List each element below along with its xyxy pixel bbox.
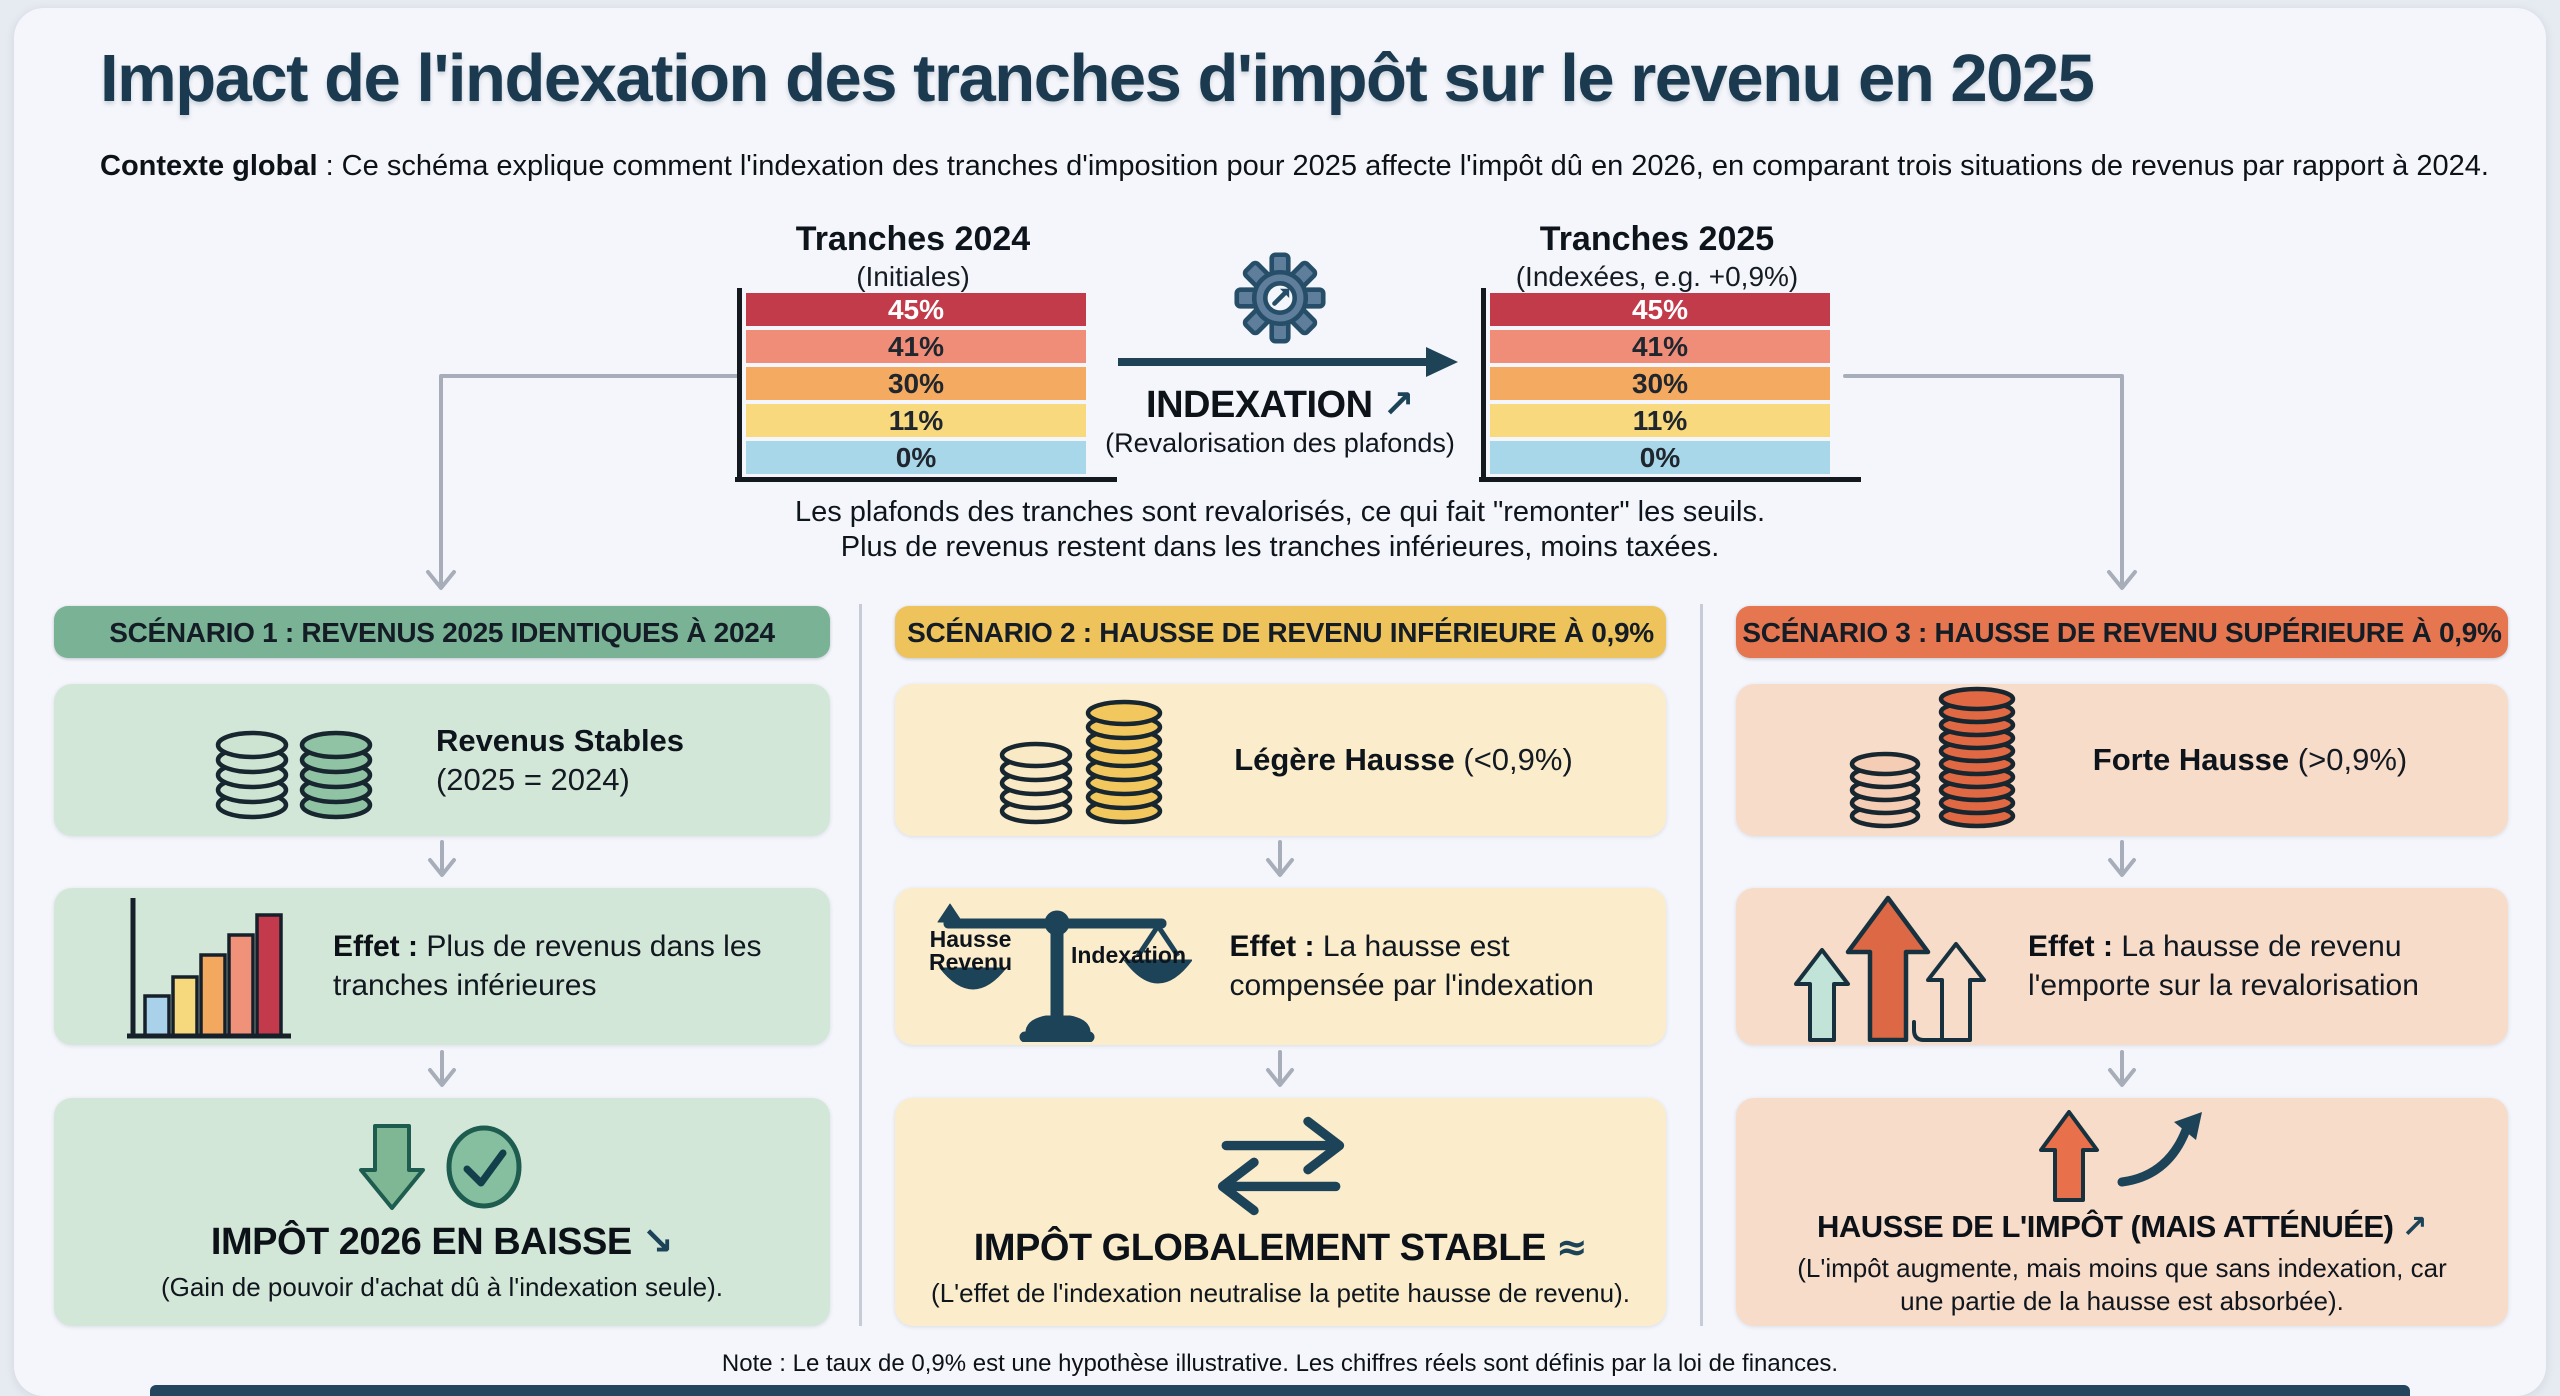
scenario-3-income-card: Forte Hausse (>0,9%) bbox=[1736, 684, 2508, 836]
tranche-rate: 45% bbox=[746, 293, 1086, 326]
scenario-1-result-note: (Gain de pouvoir d'achat dû à l'indexati… bbox=[160, 1272, 724, 1303]
tranche-rate: 30% bbox=[746, 367, 1086, 400]
slight-increase-coins-icon bbox=[999, 699, 1163, 825]
axis-y-2024 bbox=[737, 288, 742, 480]
scenario-1-income-text: Revenus Stables (2025 = 2024) bbox=[436, 723, 684, 798]
curved-arrow-icon bbox=[2117, 1112, 2202, 1187]
scenario-2-effect-text: Effet : La hausse est compensée par l'in… bbox=[1229, 930, 1594, 1002]
context-text: Contexte global : Ce schéma explique com… bbox=[100, 150, 2500, 183]
scenario-1-effect-text: Effet : Plus de revenus dans les tranche… bbox=[333, 930, 762, 1002]
scenario-2-result-title: IMPÔT GLOBALEMENT STABLE ≈ bbox=[973, 1225, 1588, 1270]
column-divider bbox=[859, 604, 862, 1326]
tranches-2025-chart: 45% 41% 30% 11% 0% bbox=[1490, 293, 1830, 478]
double-arrow-icon bbox=[1217, 1116, 1344, 1216]
scenario-1-result-icons bbox=[358, 1120, 526, 1212]
tranche-rate: 0% bbox=[746, 441, 1086, 474]
scale-left-label: Hausse Revenu bbox=[928, 925, 1013, 976]
tranche-rate: 30% bbox=[1490, 367, 1830, 400]
tranche-rate: 0% bbox=[1490, 441, 1830, 474]
scenario-2-header: SCÉNARIO 2 : HAUSSE DE REVENU INFÉRIEURE… bbox=[895, 606, 1666, 658]
scenario-1-effect-card: Effet : Plus de revenus dans les tranche… bbox=[54, 888, 830, 1045]
tranche-rate: 41% bbox=[746, 330, 1086, 363]
balance-scale-icon: Hausse Revenu Indexation bbox=[920, 892, 1192, 1042]
income-title: Revenus Stables bbox=[435, 722, 685, 758]
context-label: Contexte global bbox=[100, 150, 318, 182]
scenario-1-result-title: IMPÔT 2026 EN BAISSE ↘ bbox=[210, 1219, 674, 1264]
scenario-2-income-card: Légère Hausse (<0,9%) bbox=[895, 684, 1666, 836]
footer-bar bbox=[150, 1385, 2410, 1396]
scenario-2-result-note: (L'effet de l'indexation neutralise la p… bbox=[931, 1278, 1630, 1309]
scenario-3-header: SCÉNARIO 3 : HAUSSE DE REVENU SUPÉRIEURE… bbox=[1736, 606, 2508, 658]
axis-x-2025 bbox=[1479, 477, 1861, 482]
rising-arrows-icon bbox=[1794, 895, 1986, 1042]
scenario-3-effect-card: Effet : La hausse de revenu l'emporte su… bbox=[1736, 888, 2508, 1045]
up-arrow-icon bbox=[2039, 1110, 2099, 1203]
approx-icon: ≈ bbox=[1555, 1225, 1588, 1270]
scenario-3-result-card: HAUSSE DE L'IMPÔT (MAIS ATTÉNUÉE) ↗ (L'i… bbox=[1736, 1098, 2508, 1326]
tranches-2024-title: Tranches 2024 (Initiales) bbox=[795, 220, 1031, 292]
bracket-caption-line2: Plus de revenus restent dans les tranche… bbox=[840, 531, 1720, 563]
context-body: : Ce schéma explique comment l'indexatio… bbox=[317, 150, 2489, 182]
strong-increase-coins-icon bbox=[1849, 686, 2016, 829]
indexation-sublabel: (Revalorisation des plafonds) bbox=[1105, 428, 1455, 458]
axis-x-2024 bbox=[735, 477, 1117, 482]
stable-coins-icon bbox=[215, 730, 373, 820]
scenario-3-result-icons bbox=[2038, 1106, 2206, 1203]
scenario-3-effect-text: Effet : La hausse de revenu l'emporte su… bbox=[2028, 930, 2419, 1002]
scenario-1-header: SCÉNARIO 1 : REVENUS 2025 IDENTIQUES À 2… bbox=[54, 606, 830, 658]
footnote: Note : Le taux de 0,9% est une hypothèse… bbox=[721, 1350, 1839, 1377]
scenario-1-result-card: IMPÔT 2026 EN BAISSE ↘ (Gain de pouvoir … bbox=[54, 1098, 830, 1326]
indexation-label: INDEXATION ↗ bbox=[1146, 382, 1415, 426]
tranche-rate: 11% bbox=[1490, 404, 1830, 437]
income-detail: (2025 = 2024) bbox=[435, 761, 630, 797]
tranche-rate: 11% bbox=[746, 404, 1086, 437]
column-divider bbox=[1700, 604, 1703, 1326]
up-right-arrow-icon: ↗ bbox=[1382, 382, 1415, 426]
down-right-arrow-icon: ↘ bbox=[641, 1219, 674, 1264]
down-arrow-icon bbox=[359, 1124, 425, 1211]
gear-icon bbox=[1234, 252, 1326, 349]
scenario-2-effect-card: Hausse Revenu Indexation Effet : La haus… bbox=[895, 888, 1666, 1045]
check-circle-icon bbox=[446, 1125, 522, 1209]
scenario-2-result-card: IMPÔT GLOBALEMENT STABLE ≈ (L'effet de l… bbox=[895, 1098, 1666, 1326]
tranche-rate: 41% bbox=[1490, 330, 1830, 363]
tranches-2025-title: Tranches 2025 (Indexées, e.g. +0,9%) bbox=[1515, 220, 1799, 292]
scale-right-label: Indexation bbox=[1070, 941, 1186, 968]
bracket-caption-line1: Les plafonds des tranches sont revaloris… bbox=[794, 496, 1765, 528]
bar-chart-icon bbox=[127, 897, 291, 1038]
scenario-1-income-card: Revenus Stables (2025 = 2024) bbox=[54, 684, 830, 836]
up-right-arrow-icon: ↗ bbox=[2401, 1209, 2428, 1246]
page-title: Impact de l'indexation des tranches d'im… bbox=[100, 41, 2095, 116]
scenario-3-result-title: HAUSSE DE L'IMPÔT (MAIS ATTÉNUÉE) ↗ bbox=[1816, 1209, 2428, 1246]
scenario-2-income-text: Légère Hausse (<0,9%) bbox=[1234, 742, 1573, 777]
scenario-3-income-text: Forte Hausse (>0,9%) bbox=[2092, 742, 2408, 777]
scenario-3-result-note: (L'impôt augmente, mais moins que sans i… bbox=[1797, 1253, 2447, 1316]
axis-y-2025 bbox=[1481, 288, 1486, 480]
tranche-rate: 45% bbox=[1490, 293, 1830, 326]
tranches-2024-chart: 45% 41% 30% 11% 0% bbox=[746, 293, 1086, 478]
